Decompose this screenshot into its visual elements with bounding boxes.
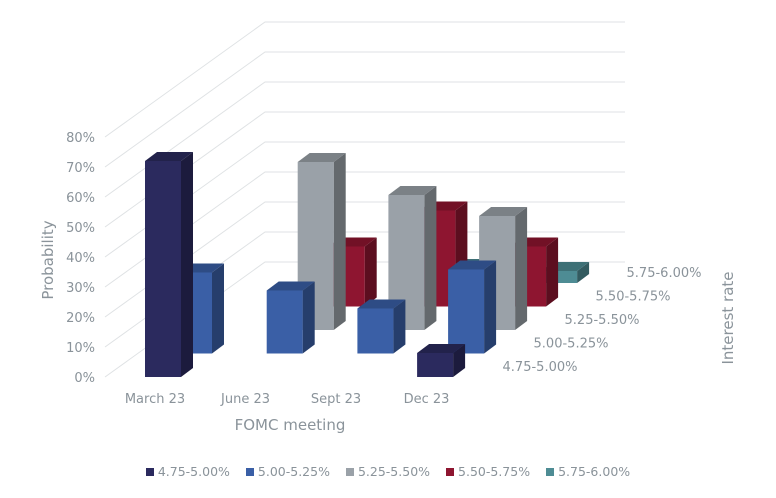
- bar-side: [364, 237, 377, 307]
- bar-side: [546, 237, 559, 307]
- z-tick-label: 5.75-6.00%: [627, 266, 702, 281]
- legend-swatch: [145, 467, 154, 476]
- bar-front: [145, 161, 181, 377]
- bar-top: [266, 281, 315, 291]
- legend-label: 4.75-5.00%: [157, 464, 230, 479]
- bar-side: [212, 263, 224, 354]
- bar: [328, 237, 377, 307]
- bar-side: [515, 207, 528, 330]
- y-tick-label: 30%: [66, 281, 95, 296]
- legend-swatch: [546, 467, 555, 476]
- legend-swatch: [245, 467, 254, 476]
- legend-swatch: [345, 467, 354, 476]
- z-tick-label: 5.50-5.75%: [596, 290, 671, 305]
- bar-side: [453, 344, 466, 377]
- bar-side: [393, 299, 406, 354]
- bar: [479, 207, 528, 330]
- legend-item: 5.50-5.75%: [446, 464, 530, 479]
- bar-top: [145, 152, 193, 161]
- bar: [145, 152, 193, 377]
- bar-side: [181, 152, 193, 377]
- y-tick-label: 80%: [66, 131, 95, 146]
- bar-top: [448, 260, 497, 270]
- bar: [417, 344, 466, 377]
- legend-label: 5.75-6.00%: [558, 464, 631, 479]
- bar-top: [297, 153, 346, 162]
- bar-top: [417, 344, 466, 353]
- bar: [266, 281, 315, 354]
- y-tick-label: 0%: [74, 371, 95, 386]
- legend: 4.75-5.00% 5.00-5.25% 5.25-5.50% 5.50-5.75%…: [0, 464, 776, 479]
- bar-top: [479, 207, 528, 216]
- x-axis-title: FOMC meeting: [235, 416, 346, 434]
- x-tick-label: Sept 23: [311, 392, 361, 407]
- y-axis-title: Probability: [39, 220, 57, 299]
- chart-plot: 0% 10% 20% 30% 40% 50% 60% 70% 80% March 23 June 2…: [39, 21, 737, 434]
- bar-side: [577, 262, 590, 283]
- z-axis-title: Interest rate: [719, 271, 737, 364]
- bar-side: [424, 186, 437, 330]
- legend-swatch: [446, 467, 455, 476]
- x-tick-label: June 23: [220, 392, 270, 407]
- legend-label: 5.25-5.50%: [357, 464, 431, 479]
- z-tick-label: 5.00-5.25%: [534, 337, 609, 352]
- bar: [357, 299, 406, 354]
- bar-front: [266, 290, 303, 354]
- legend-item: 5.25-5.50%: [345, 464, 431, 479]
- legend-item: 5.00-5.25%: [245, 464, 330, 479]
- bar-side: [484, 260, 497, 354]
- legend-item: 5.75-6.00%: [546, 464, 630, 479]
- bar-side: [333, 153, 346, 330]
- x-tick-label: Dec 23: [404, 392, 450, 407]
- z-tick-label: 4.75-5.00%: [503, 360, 578, 375]
- bar-front: [417, 353, 454, 377]
- legend-item: 4.75-5.00%: [145, 464, 230, 479]
- bar-front: [357, 308, 394, 354]
- bar-top: [388, 186, 437, 195]
- x-tick-label: March 23: [125, 392, 185, 407]
- y-tick-label: 40%: [66, 251, 95, 266]
- bar-front: [448, 269, 485, 354]
- y-tick-label: 10%: [66, 341, 95, 356]
- bar-side: [302, 281, 315, 354]
- bar-top: [357, 299, 406, 309]
- y-tick-label: 70%: [66, 161, 95, 176]
- gridline: [104, 21, 625, 138]
- y-tick-label: 50%: [66, 221, 95, 236]
- legend-label: 5.00-5.25%: [257, 464, 330, 479]
- gridline: [104, 51, 625, 168]
- y-tick-label: 60%: [66, 191, 95, 206]
- legend-label: 5.50-5.75%: [458, 464, 531, 479]
- bar: [448, 260, 497, 354]
- z-tick-label: 5.25-5.50%: [565, 313, 640, 328]
- y-tick-label: 20%: [66, 311, 95, 326]
